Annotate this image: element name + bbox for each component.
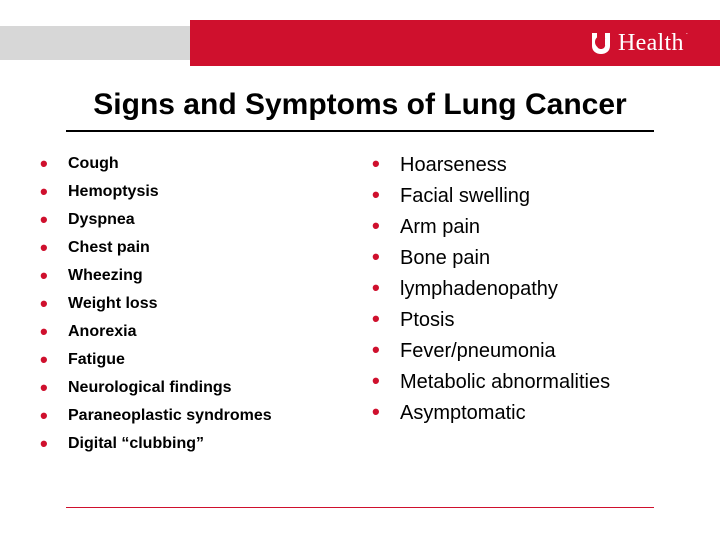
list-item-text: Weight loss	[68, 290, 348, 318]
list-item: •Digital “clubbing”	[40, 430, 348, 458]
bullet-icon: •	[372, 308, 400, 330]
bullet-icon: •	[372, 401, 400, 423]
list-item-text: Paraneoplastic syndromes	[68, 402, 348, 430]
bullet-icon: •	[40, 209, 68, 231]
list-item: •Neurological findings	[40, 374, 348, 402]
header-grey-block	[0, 26, 190, 60]
list-item: •Arm pain	[372, 212, 680, 243]
list-item: •Chest pain	[40, 234, 348, 262]
list-item: •Weight loss	[40, 290, 348, 318]
uc-logo-icon	[588, 30, 614, 56]
bullet-icon: •	[40, 349, 68, 371]
header-red-bar: Health .	[190, 20, 720, 66]
list-item-text: Fatigue	[68, 346, 348, 374]
list-item-text: Fever/pneumonia	[400, 336, 680, 367]
list-item: •Paraneoplastic syndromes	[40, 402, 348, 430]
list-item: •Wheezing	[40, 262, 348, 290]
list-item-text: Wheezing	[68, 262, 348, 290]
right-list: •Hoarseness•Facial swelling•Arm pain•Bon…	[372, 150, 680, 429]
bullet-icon: •	[40, 153, 68, 175]
bullet-icon: •	[372, 339, 400, 361]
list-item: •Bone pain	[372, 243, 680, 274]
content-columns: •Cough•Hemoptysis•Dyspnea•Chest pain•Whe…	[40, 150, 680, 458]
bullet-icon: •	[40, 181, 68, 203]
list-item: •Hoarseness	[372, 150, 680, 181]
bullet-icon: •	[40, 265, 68, 287]
bullet-icon: •	[372, 153, 400, 175]
brand-logo-mark: .	[686, 27, 688, 36]
list-item-text: Digital “clubbing”	[68, 430, 348, 458]
footer-rule	[66, 507, 654, 508]
right-column: •Hoarseness•Facial swelling•Arm pain•Bon…	[372, 150, 680, 458]
list-item-text: Asymptomatic	[400, 398, 680, 429]
list-item-text: Neurological findings	[68, 374, 348, 402]
bullet-icon: •	[40, 405, 68, 427]
bullet-icon: •	[372, 184, 400, 206]
list-item-text: Cough	[68, 150, 348, 178]
left-column: •Cough•Hemoptysis•Dyspnea•Chest pain•Whe…	[40, 150, 348, 458]
list-item: •Asymptomatic	[372, 398, 680, 429]
list-item: •Facial swelling	[372, 181, 680, 212]
brand-header: Health .	[0, 20, 720, 66]
list-item-text: lymphadenopathy	[400, 274, 680, 305]
bullet-icon: •	[372, 370, 400, 392]
list-item-text: Facial swelling	[400, 181, 680, 212]
bullet-icon: •	[40, 237, 68, 259]
list-item-text: Arm pain	[400, 212, 680, 243]
list-item: •Metabolic abnormalities	[372, 367, 680, 398]
bullet-icon: •	[40, 433, 68, 455]
bullet-icon: •	[372, 246, 400, 268]
list-item-text: Bone pain	[400, 243, 680, 274]
list-item: •Dyspnea	[40, 206, 348, 234]
bullet-icon: •	[40, 377, 68, 399]
slide-title: Signs and Symptoms of Lung Cancer	[0, 88, 720, 122]
list-item: •Hemoptysis	[40, 178, 348, 206]
list-item-text: Hoarseness	[400, 150, 680, 181]
list-item: •Cough	[40, 150, 348, 178]
bullet-icon: •	[372, 277, 400, 299]
brand-logo: Health .	[588, 30, 690, 57]
bullet-icon: •	[372, 215, 400, 237]
list-item-text: Metabolic abnormalities	[400, 367, 680, 398]
list-item: •Ptosis	[372, 305, 680, 336]
list-item: •lymphadenopathy	[372, 274, 680, 305]
list-item: •Fatigue	[40, 346, 348, 374]
list-item: •Anorexia	[40, 318, 348, 346]
list-item-text: Dyspnea	[68, 206, 348, 234]
brand-logo-text: Health	[618, 30, 684, 57]
list-item: •Fever/pneumonia	[372, 336, 680, 367]
list-item-text: Hemoptysis	[68, 178, 348, 206]
list-item-text: Chest pain	[68, 234, 348, 262]
title-rule	[66, 130, 654, 132]
bullet-icon: •	[40, 293, 68, 315]
bullet-icon: •	[40, 321, 68, 343]
list-item-text: Ptosis	[400, 305, 680, 336]
left-list: •Cough•Hemoptysis•Dyspnea•Chest pain•Whe…	[40, 150, 348, 458]
list-item-text: Anorexia	[68, 318, 348, 346]
